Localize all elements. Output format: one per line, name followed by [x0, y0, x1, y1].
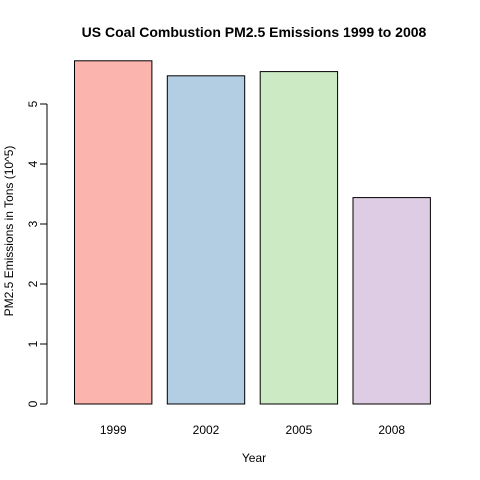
bar-2008 — [352, 197, 431, 405]
x-tick-label: 2008 — [378, 423, 405, 437]
y-axis-label: PM2.5 Emissions in Tons (10^5) — [2, 146, 16, 317]
bar-2002 — [166, 75, 246, 405]
y-axis: 0 1 2 3 4 5 — [26, 100, 48, 407]
bars-group — [74, 60, 431, 405]
y-tick-label: 1 — [26, 340, 40, 347]
x-tick-label: 2005 — [286, 423, 313, 437]
x-tick-labels: 1999 2002 2005 2008 — [100, 423, 406, 437]
bar-2005 — [259, 71, 339, 405]
y-tick-label: 2 — [26, 280, 40, 287]
y-tick-label: 0 — [26, 400, 40, 407]
y-tick-label: 5 — [26, 100, 40, 107]
x-tick-label: 1999 — [100, 423, 127, 437]
x-tick-label: 2002 — [193, 423, 220, 437]
chart-title: US Coal Combustion PM2.5 Emissions 1999 … — [82, 24, 427, 40]
bar-1999 — [74, 60, 153, 405]
y-tick-label: 3 — [26, 220, 40, 227]
x-axis-label: Year — [242, 451, 266, 465]
y-tick-label: 4 — [26, 160, 40, 167]
